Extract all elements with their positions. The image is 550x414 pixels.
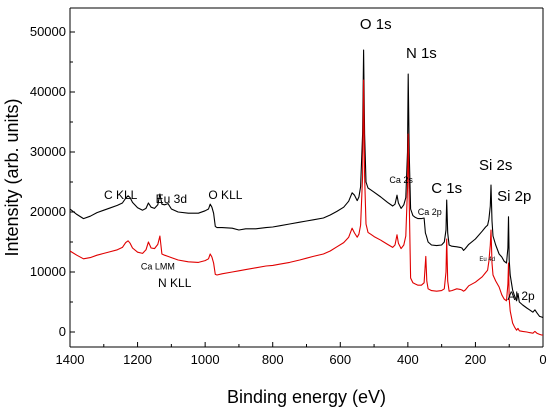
x-axis-title: Binding energy (eV) — [227, 387, 386, 407]
peak-label: Si 2p — [497, 188, 531, 205]
peak-label: O 1s — [360, 16, 392, 33]
y-axis-title: Intensity (arb. units) — [2, 98, 22, 256]
y-tick-label: 0 — [59, 324, 66, 339]
x-tick-label: 0 — [539, 352, 546, 367]
y-tick-label: 20000 — [30, 204, 66, 219]
peak-label: Eu 4d — [479, 257, 495, 263]
peak-label: Si 2s — [479, 157, 512, 174]
y-tick-label: 50000 — [30, 24, 66, 39]
x-tick-label: 400 — [397, 352, 419, 367]
x-tick-label: 1000 — [191, 352, 220, 367]
peak-label: O KLL — [208, 188, 242, 202]
peak-label: N KLL — [158, 276, 192, 290]
x-tick-label: 200 — [465, 352, 487, 367]
x-tick-label: 600 — [329, 352, 351, 367]
x-tick-label: 1400 — [56, 352, 85, 367]
peak-label: C 1s — [431, 180, 462, 197]
peak-annotations: O 1s N 1s Si 2s C 1s Si 2p C KLL Eu 3d O KLL N K… — [104, 16, 535, 303]
x-ticks: 1400 1200 1000 800 600 400 200 0 — [56, 342, 547, 367]
y-tick-label: 40000 — [30, 84, 66, 99]
x-tick-label: 800 — [262, 352, 284, 367]
peak-label: Ca LMM — [141, 262, 175, 272]
x-tick-label: 1200 — [123, 352, 152, 367]
peak-label: Ca 2p — [418, 207, 442, 217]
peak-label: N 1s — [406, 45, 437, 62]
y-ticks: 0 10000 20000 30000 40000 50000 — [30, 24, 75, 339]
y-tick-label: 30000 — [30, 144, 66, 159]
peak-label: Ca 2s — [389, 175, 413, 185]
y-tick-label: 10000 — [30, 264, 66, 279]
series-layer — [69, 49, 544, 336]
series-line-2 — [69, 79, 543, 336]
peak-label: Eu 3d — [156, 192, 187, 206]
series-line-1 — [69, 49, 544, 319]
plot-frame — [69, 7, 544, 348]
peak-label: C KLL — [104, 188, 138, 202]
peak-label: Al 2p — [507, 289, 535, 303]
